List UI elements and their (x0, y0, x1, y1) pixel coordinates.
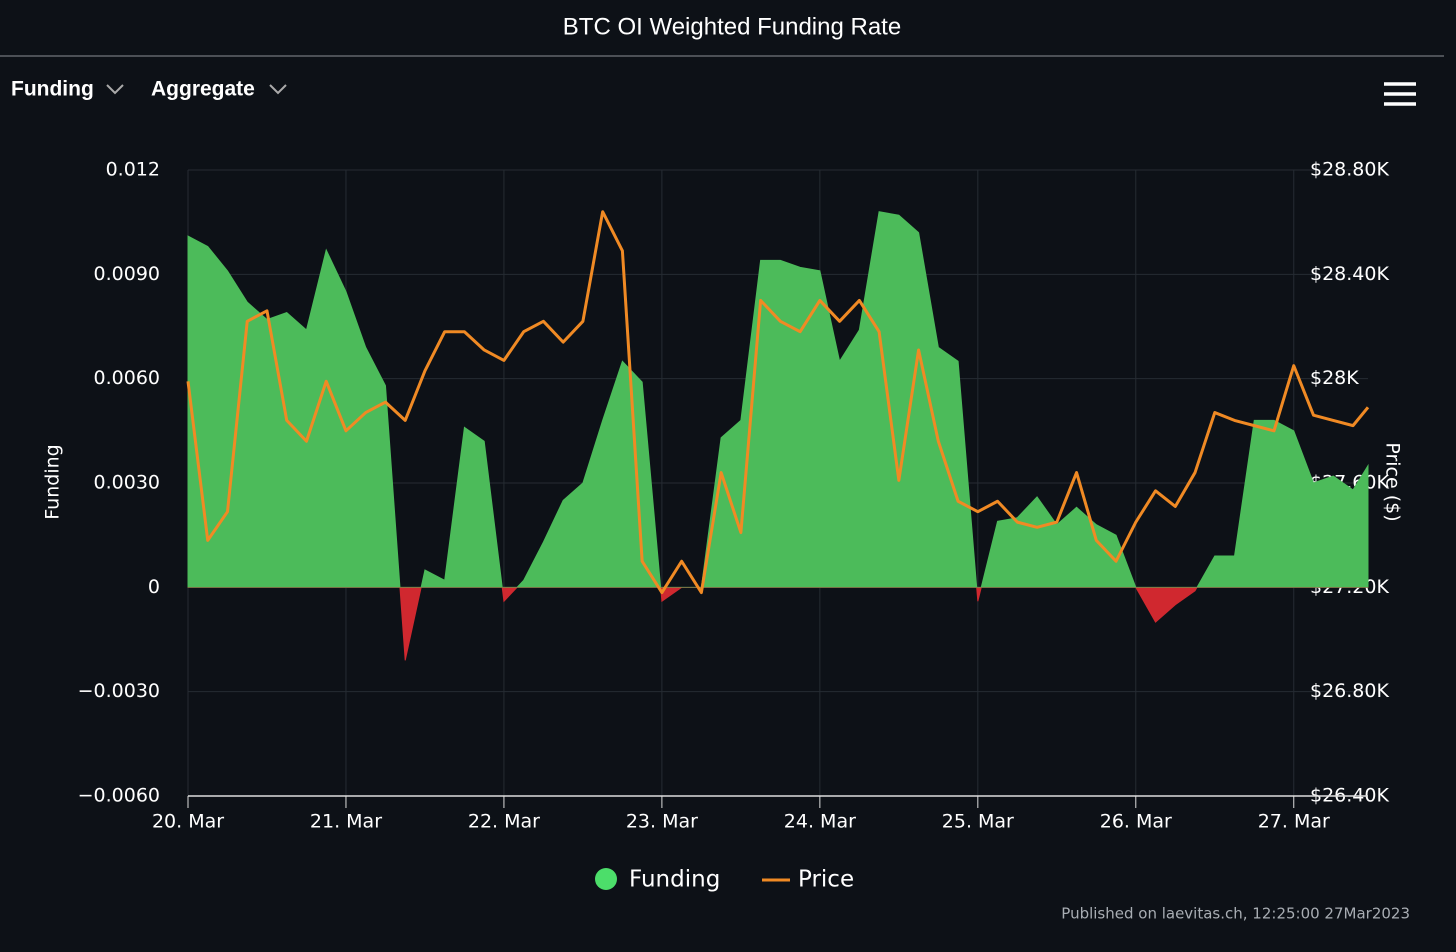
y-tick-label: −0.0030 (78, 680, 160, 702)
y2-axis-title: Price ($) (1382, 442, 1404, 521)
y-tick-label: 0.0060 (94, 367, 160, 389)
dropdown-label[interactable]: Funding (11, 78, 94, 101)
y-tick-label: 0.012 (106, 159, 160, 181)
aggregate-dropdown[interactable]: Aggregate (151, 78, 287, 101)
x-tick-label: 21. Mar (310, 811, 382, 833)
dropdown-label[interactable]: Aggregate (151, 78, 255, 101)
y2-tick-label: $28.40K (1310, 263, 1389, 285)
legend-label: Funding (629, 867, 720, 893)
funding-area (187, 211, 1369, 661)
y2-tick-label: $28K (1310, 367, 1359, 389)
legend-swatch (595, 868, 617, 890)
footer: Published on laevitas.ch, 12:25:00 27Mar… (1061, 905, 1410, 923)
funding-dropdown[interactable]: Funding (11, 78, 124, 101)
y-tick-label: 0.0030 (94, 472, 160, 494)
y2-tick-label: $26.80K (1310, 680, 1389, 702)
y-tick-label: 0.0090 (94, 263, 160, 285)
y2-tick-label: $28.80K (1310, 159, 1389, 181)
price-line (186, 210, 1370, 595)
chevron[interactable] (269, 84, 287, 95)
x-tick-label: 20. Mar (152, 811, 224, 833)
x-tick-label: 27. Mar (1258, 811, 1330, 833)
x-tick-label: 26. Mar (1100, 811, 1172, 833)
y-axis-title: Funding (42, 444, 64, 519)
x-tick-label: 22. Mar (468, 811, 540, 833)
chart-title: BTC OI Weighted Funding Rate (563, 13, 901, 40)
chevron[interactable] (106, 84, 124, 95)
x-tick-label: 23. Mar (626, 811, 698, 833)
legend-label: Price (798, 867, 854, 893)
menu-button[interactable] (1384, 82, 1416, 106)
x-tick-label: 25. Mar (942, 811, 1014, 833)
x-tick-label: 24. Mar (784, 811, 856, 833)
y-tick-label: −0.0060 (78, 785, 160, 807)
y-tick-label: 0 (148, 576, 160, 598)
